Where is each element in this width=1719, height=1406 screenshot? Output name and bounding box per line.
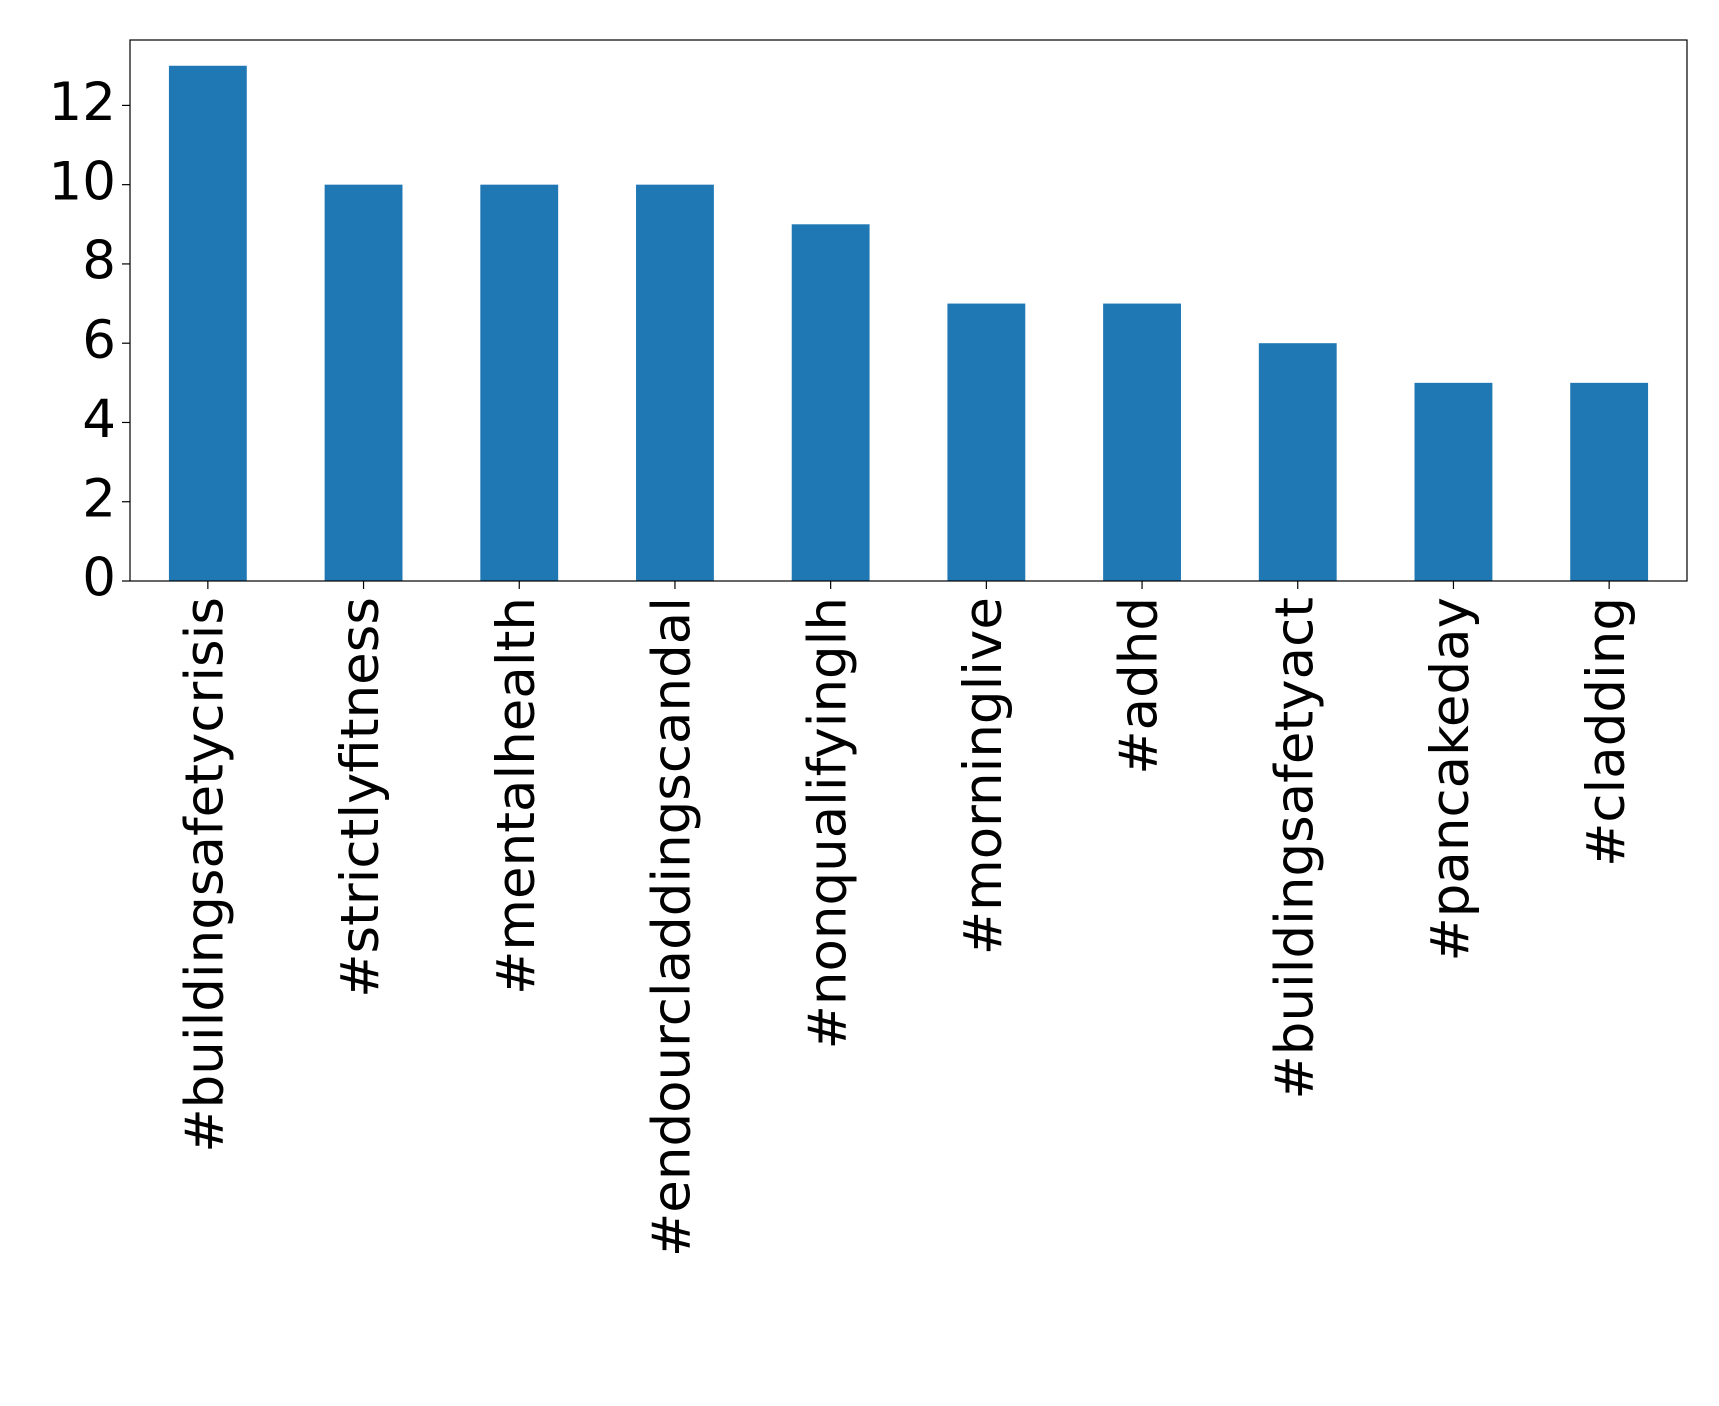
x-tick-label: #mentalhealth — [486, 597, 547, 995]
x-tick-label: #pancakeday — [1420, 597, 1481, 962]
x-tick-label: #cladding — [1576, 597, 1637, 867]
bar — [791, 224, 870, 582]
bar — [168, 65, 247, 581]
bar — [324, 184, 403, 581]
bar — [1570, 382, 1649, 581]
x-tick-label: #strictlyfitness — [330, 597, 391, 998]
bar — [947, 303, 1026, 581]
y-tick-label: 6 — [82, 310, 116, 371]
x-tick-label: #nonqualifyinglh — [797, 597, 858, 1050]
y-tick-label: 12 — [49, 72, 116, 133]
y-tick-label: 4 — [82, 389, 116, 450]
bar — [1103, 303, 1181, 581]
x-tick-label: #adhd — [1109, 597, 1170, 775]
plot-frame — [129, 39, 1688, 582]
x-tick-label: #morninglive — [953, 597, 1014, 955]
y-tick-label: 8 — [82, 231, 116, 292]
x-tick-label: #endourcladdingscandal — [642, 597, 703, 1257]
bar — [1414, 382, 1493, 581]
y-tick-label: 0 — [82, 548, 116, 609]
y-tick-label: 2 — [82, 468, 116, 529]
x-tick-label: #buildingsafetyact — [1264, 597, 1325, 1100]
x-tick-label: #buildingsafetycrisis — [174, 597, 235, 1153]
bar — [480, 184, 559, 581]
y-tick-label: 10 — [49, 151, 116, 212]
bar — [1258, 343, 1337, 581]
bar — [636, 184, 714, 581]
